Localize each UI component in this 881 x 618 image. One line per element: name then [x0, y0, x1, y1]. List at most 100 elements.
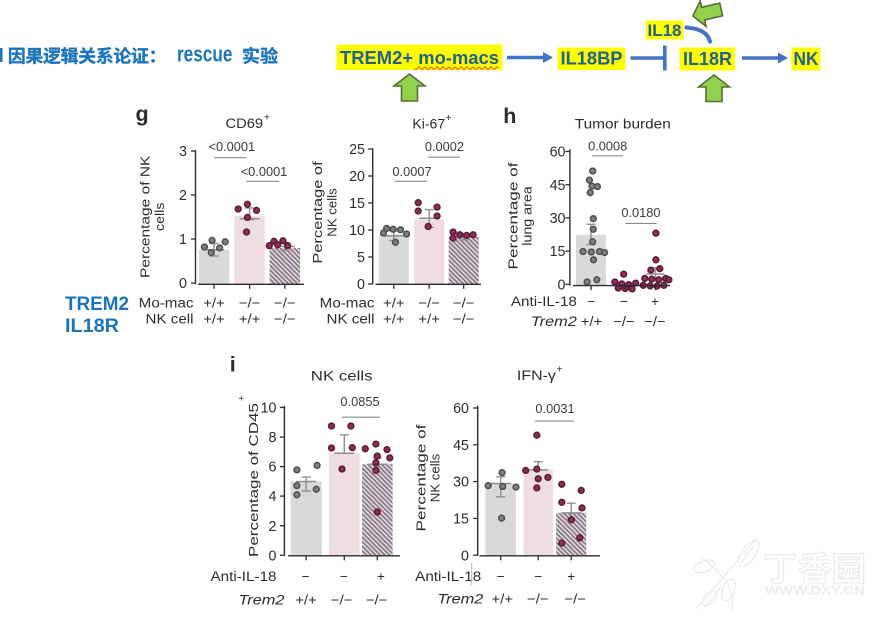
svg-text:15: 15 [550, 244, 566, 260]
svg-text:Percentage of: Percentage of [310, 161, 325, 264]
svg-text:+: + [557, 365, 563, 376]
svg-text:+/+: +/+ [239, 311, 261, 326]
svg-text:0.0855: 0.0855 [340, 394, 379, 409]
svg-text:−/−: −/− [453, 311, 475, 326]
svg-text:−: − [340, 569, 348, 584]
svg-text:IL18: IL18 [648, 21, 682, 40]
svg-text:−/−: −/− [613, 314, 635, 329]
svg-text:0: 0 [558, 277, 566, 293]
svg-text:15: 15 [453, 512, 469, 528]
svg-text:+/+: +/+ [492, 592, 514, 607]
svg-text:Percentage of: Percentage of [506, 162, 521, 269]
svg-text:30: 30 [550, 211, 566, 227]
svg-text:2: 2 [179, 188, 187, 204]
svg-text:h: h [503, 104, 516, 128]
svg-text:WWW.DXY.CN: WWW.DXY.CN [765, 584, 865, 598]
svg-text:60: 60 [550, 145, 566, 161]
svg-text:NK cells: NK cells [428, 453, 443, 502]
svg-text:−: − [620, 294, 628, 309]
svg-text:+: + [264, 113, 270, 124]
svg-text:Ki-67: Ki-67 [412, 117, 445, 133]
svg-text:Trem2: Trem2 [239, 593, 286, 608]
svg-text:TREM2+ mo-macs: TREM2+ mo-macs [340, 47, 499, 68]
svg-text:4: 4 [269, 489, 277, 505]
svg-text:30: 30 [453, 475, 469, 491]
svg-text:45: 45 [453, 438, 469, 454]
svg-text:−: − [497, 569, 505, 584]
svg-text:0: 0 [357, 277, 365, 293]
svg-text:−: − [588, 294, 596, 309]
svg-text:NK cells: NK cells [311, 368, 373, 384]
svg-text:+: + [237, 395, 248, 401]
svg-text:3: 3 [179, 144, 187, 160]
svg-text:0: 0 [461, 548, 469, 564]
svg-text:0.0007: 0.0007 [392, 164, 431, 179]
svg-text:+/+: +/+ [581, 314, 603, 329]
svg-text:−/−: −/− [527, 592, 549, 607]
svg-text:i: i [230, 353, 236, 377]
svg-text:Anti-IL-18: Anti-IL-18 [511, 294, 577, 309]
svg-text:−: − [302, 569, 310, 584]
svg-text:g: g [136, 102, 149, 126]
svg-text:8: 8 [269, 430, 277, 446]
svg-text:+/+: +/+ [418, 311, 440, 326]
svg-text:0.0002: 0.0002 [425, 139, 464, 154]
svg-text:5: 5 [357, 250, 365, 266]
svg-text:cells: cells [152, 202, 167, 231]
svg-text:+: + [377, 569, 385, 584]
svg-text:IL18R: IL18R [683, 48, 732, 69]
svg-text:+/+: +/+ [295, 593, 317, 608]
svg-text:rescue: rescue [177, 42, 232, 67]
svg-text:0: 0 [179, 276, 187, 292]
svg-text:−/−: −/− [366, 593, 388, 608]
svg-text:NK cell: NK cell [146, 311, 194, 326]
svg-text:+/+: +/+ [203, 311, 225, 326]
svg-text:<0.0001: <0.0001 [208, 139, 255, 154]
svg-text:Percentage of: Percentage of [414, 424, 429, 531]
svg-text:2: 2 [269, 519, 277, 535]
svg-text:+: + [446, 113, 452, 124]
svg-text:Percentage of NK: Percentage of NK [138, 155, 153, 278]
svg-text:0.0031: 0.0031 [535, 401, 574, 416]
svg-text:0.0008: 0.0008 [588, 139, 627, 154]
svg-text:10: 10 [349, 223, 365, 239]
svg-text:Anti-IL-18: Anti-IL-18 [415, 569, 481, 584]
svg-text:−/−: −/− [418, 295, 440, 310]
svg-text:+: + [651, 294, 659, 309]
svg-text:Anti-IL-18: Anti-IL-18 [211, 569, 277, 584]
svg-text:−: − [534, 569, 542, 584]
svg-text:Trem2: Trem2 [531, 314, 578, 329]
svg-text:60: 60 [453, 401, 469, 417]
svg-text:20: 20 [349, 169, 365, 185]
svg-text:Mo-mac: Mo-mac [139, 295, 194, 310]
svg-text:0: 0 [269, 548, 277, 564]
svg-text:+/+: +/+ [383, 311, 405, 326]
svg-text:IL18BP: IL18BP [561, 48, 623, 69]
svg-text:−/−: −/− [239, 295, 261, 310]
svg-text:+/+: +/+ [383, 295, 405, 310]
svg-text:10: 10 [261, 401, 277, 417]
svg-text:+/+: +/+ [203, 295, 225, 310]
svg-text:IL18R: IL18R [65, 316, 119, 337]
svg-text:15: 15 [349, 196, 365, 212]
svg-text:6: 6 [269, 460, 277, 476]
svg-text:45: 45 [550, 178, 566, 194]
svg-text:lung area: lung area [520, 186, 535, 246]
svg-text:1: 1 [179, 232, 187, 248]
svg-text:−/−: −/− [274, 311, 296, 326]
svg-text:NK cell: NK cell [327, 311, 375, 326]
svg-text:−/−: −/− [644, 314, 666, 329]
svg-text:NK: NK [794, 48, 820, 69]
svg-text:−/−: −/− [564, 592, 586, 607]
svg-text:IFN-γ: IFN-γ [517, 368, 557, 384]
svg-text:NK cells: NK cells [325, 188, 340, 237]
svg-text:Tumor burden: Tumor burden [575, 117, 671, 133]
svg-text:−/−: −/− [331, 593, 353, 608]
svg-text:CD69: CD69 [226, 116, 264, 132]
svg-text:Mo-mac: Mo-mac [320, 295, 375, 310]
svg-text:0.0180: 0.0180 [621, 205, 660, 220]
svg-text:Percentage of CD45: Percentage of CD45 [246, 403, 261, 557]
svg-text:−/−: −/− [453, 295, 475, 310]
svg-text:<0.0001: <0.0001 [241, 164, 288, 179]
svg-text:TREM2: TREM2 [65, 294, 129, 315]
